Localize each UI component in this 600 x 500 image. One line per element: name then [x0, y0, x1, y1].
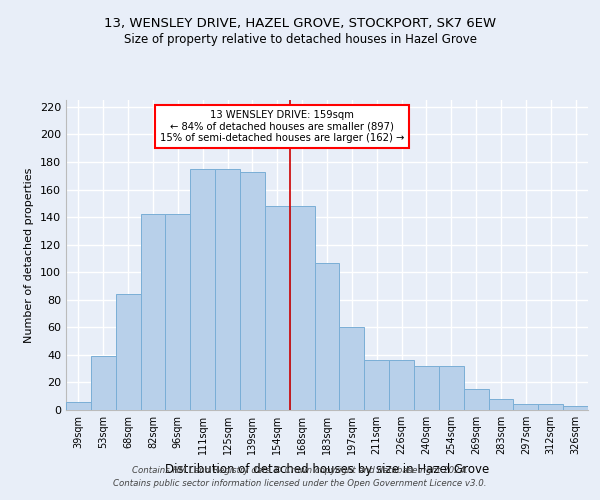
Bar	[116, 294, 140, 410]
Bar	[488, 399, 514, 410]
Bar	[314, 262, 340, 410]
Bar	[514, 404, 538, 410]
Bar	[439, 366, 464, 410]
Text: 13, WENSLEY DRIVE, HAZEL GROVE, STOCKPORT, SK7 6EW: 13, WENSLEY DRIVE, HAZEL GROVE, STOCKPOR…	[104, 18, 496, 30]
Text: Size of property relative to detached houses in Hazel Grove: Size of property relative to detached ho…	[124, 32, 476, 46]
Bar	[140, 214, 166, 410]
Bar	[364, 360, 389, 410]
Text: 13 WENSLEY DRIVE: 159sqm
← 84% of detached houses are smaller (897)
15% of semi-: 13 WENSLEY DRIVE: 159sqm ← 84% of detach…	[160, 110, 404, 143]
Bar	[190, 169, 215, 410]
Bar	[66, 402, 91, 410]
Text: Contains HM Land Registry data © Crown copyright and database right 2024.
Contai: Contains HM Land Registry data © Crown c…	[113, 466, 487, 487]
Bar	[389, 360, 414, 410]
Bar	[563, 406, 588, 410]
Bar	[91, 356, 116, 410]
Bar	[166, 214, 190, 410]
Bar	[240, 172, 265, 410]
Bar	[215, 169, 240, 410]
Bar	[538, 404, 563, 410]
Bar	[414, 366, 439, 410]
Bar	[340, 328, 364, 410]
Bar	[464, 390, 488, 410]
Bar	[265, 206, 290, 410]
X-axis label: Distribution of detached houses by size in Hazel Grove: Distribution of detached houses by size …	[165, 462, 489, 475]
Bar	[290, 206, 314, 410]
Y-axis label: Number of detached properties: Number of detached properties	[25, 168, 34, 342]
